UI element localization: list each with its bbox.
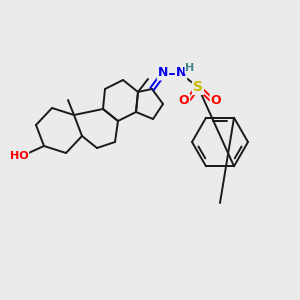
Text: H: H <box>185 63 195 73</box>
Text: O: O <box>179 94 189 107</box>
Text: N: N <box>158 67 168 80</box>
Text: HO: HO <box>10 151 28 161</box>
Text: O: O <box>211 94 221 107</box>
Text: N: N <box>176 67 186 80</box>
Text: S: S <box>193 80 203 94</box>
